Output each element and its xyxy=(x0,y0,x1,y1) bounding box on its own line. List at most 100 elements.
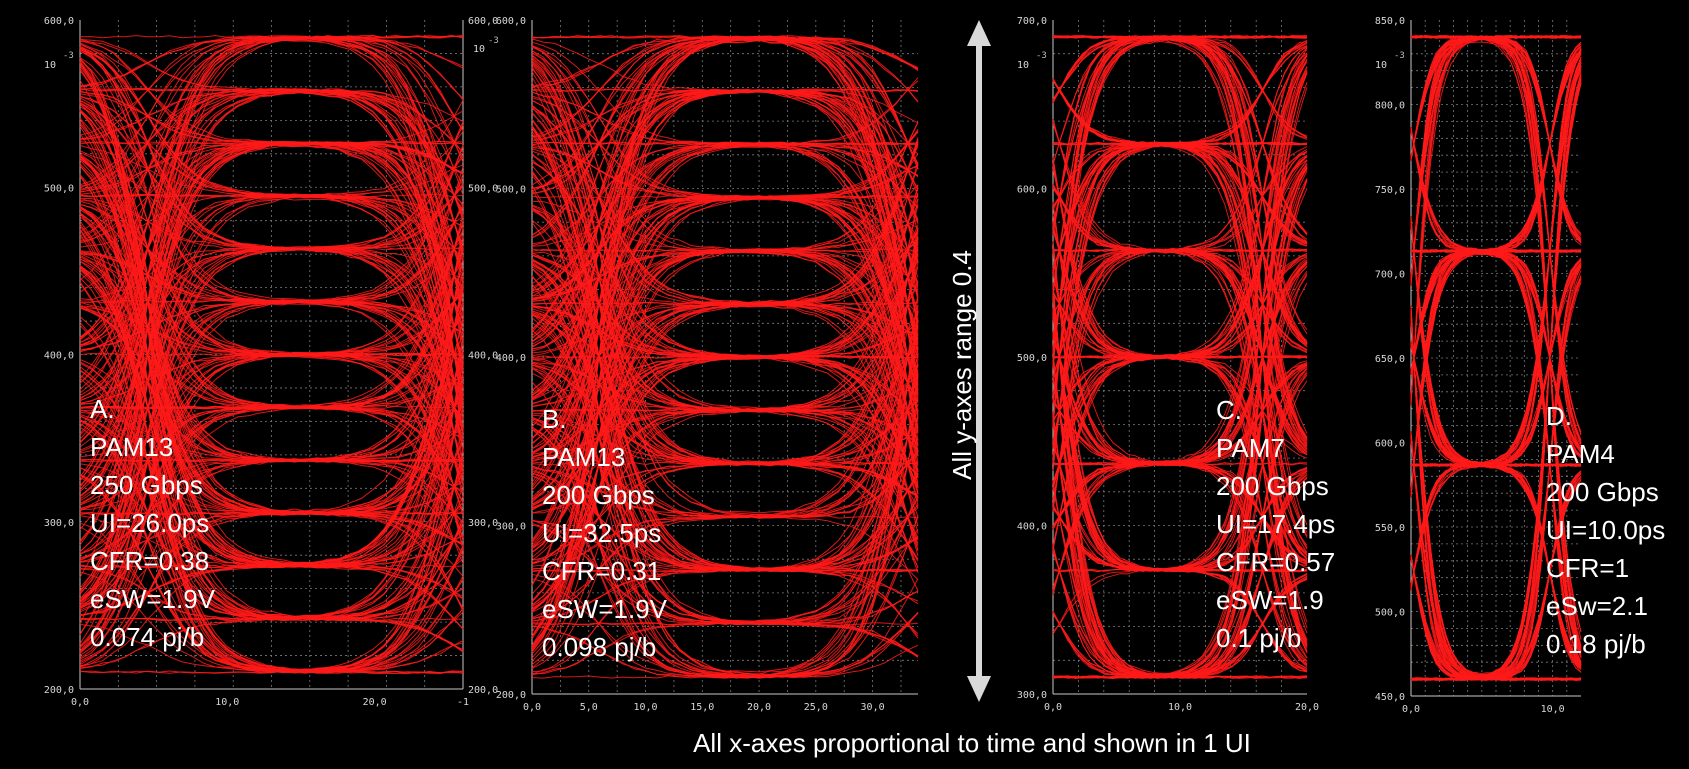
eye-trace xyxy=(1052,481,1308,677)
eye-trace xyxy=(531,36,919,396)
annotation-line-b: PAM13 xyxy=(542,442,625,472)
eye-trace xyxy=(531,462,919,670)
eye-panel-c: 300,0 400,0 500,0 600,0 700,0 0,0 10,0 20,0 10 -3… xyxy=(1017,16,1335,713)
eye-trace xyxy=(1052,61,1308,482)
eye-trace xyxy=(79,282,464,609)
eye-trace xyxy=(531,143,919,401)
y-tick-label-a: 300,0 xyxy=(44,518,74,529)
eye-trace xyxy=(531,408,919,572)
eye-trace xyxy=(1052,43,1308,145)
eye-trace xyxy=(1052,374,1308,679)
eye-trace xyxy=(1410,249,1582,374)
eye-trace xyxy=(531,35,919,263)
exp-base-d: 10 xyxy=(1375,60,1387,71)
eye-trace xyxy=(79,47,464,492)
y-tick-label-d: 650,0 xyxy=(1375,354,1405,365)
eye-trace xyxy=(79,422,464,620)
y-tick-label-d: 500,0 xyxy=(1375,608,1405,619)
eye-trace xyxy=(531,125,919,517)
y-tick-label-a: 600,0 xyxy=(44,16,74,27)
eye-trace xyxy=(1410,463,1582,588)
annotation-line-b: eSW=1.9V xyxy=(542,594,668,624)
eye-trace xyxy=(79,384,464,667)
eye-trace xyxy=(531,463,919,564)
y-tick-label-c: 300,0 xyxy=(1017,690,1047,701)
y-tick-label-d: 600,0 xyxy=(1375,439,1405,450)
eye-trace xyxy=(531,125,919,570)
eye-trace xyxy=(531,515,919,570)
annotation-line-c: CFR=0.57 xyxy=(1216,547,1335,577)
y-tick-label-b: 500,0 xyxy=(496,185,526,196)
eye-trace xyxy=(531,46,919,403)
eye-trace xyxy=(531,108,919,306)
x-axes-caption: All x-axes proportional to time and show… xyxy=(693,728,1251,758)
x-tick-label-b: 30,0 xyxy=(861,702,885,713)
eye-trace xyxy=(79,427,464,671)
exp-label-c: -3 xyxy=(1036,51,1047,61)
eye-trace xyxy=(1410,57,1582,466)
exp-base-right-a: 10 xyxy=(473,44,485,55)
eye-trace xyxy=(531,141,919,396)
eye-trace xyxy=(1410,249,1582,373)
x-tick-label-b: 20,0 xyxy=(747,702,771,713)
eye-trace xyxy=(79,89,464,394)
eye-trace xyxy=(79,206,464,612)
eye-trace xyxy=(79,95,464,288)
eye-traces-a xyxy=(79,34,464,675)
annotation-line-d: 200 Gbps xyxy=(1546,477,1659,507)
annotation-line-b: 0.098 pj/b xyxy=(542,632,656,662)
y-right-tick-label-a: 300,0 xyxy=(468,518,498,529)
eye-trace xyxy=(1052,167,1308,570)
eye-trace xyxy=(1052,142,1308,396)
eye-trace xyxy=(79,229,464,506)
annotation-line-d: PAM4 xyxy=(1546,439,1615,469)
x-tick-label-b: 25,0 xyxy=(804,702,828,713)
eye-trace xyxy=(531,296,919,517)
eye-trace xyxy=(1410,314,1582,681)
eye-trace xyxy=(531,35,919,190)
annotation-line-c: C. xyxy=(1216,395,1242,425)
eye-trace xyxy=(531,91,919,178)
eye-trace xyxy=(531,76,919,514)
eye-trace xyxy=(79,260,464,463)
y-tick-label-d: 800,0 xyxy=(1375,101,1405,112)
eye-trace xyxy=(79,279,464,669)
eye-trace xyxy=(531,375,919,565)
eye-panel-b: 200,0 300,0 400,0 500,0 600,0 0,0 5,0 10,0 15,0 2… xyxy=(496,16,919,713)
y-right-tick-label-a: 600,0 xyxy=(468,16,498,27)
eye-trace xyxy=(79,385,464,515)
eye-trace xyxy=(79,377,464,568)
annotation-line-d: 0.18 pj/b xyxy=(1546,629,1646,659)
eye-trace xyxy=(79,36,464,189)
eye-trace xyxy=(1052,361,1308,592)
eye-trace xyxy=(1052,248,1308,647)
eye-trace xyxy=(531,143,919,491)
eye-trace xyxy=(1052,261,1308,572)
eye-trace xyxy=(79,109,464,408)
annotation-line-c: 200 Gbps xyxy=(1216,471,1329,501)
eye-trace xyxy=(79,362,464,621)
eye-trace xyxy=(1052,146,1308,252)
eye-trace xyxy=(531,621,919,626)
eye-trace xyxy=(79,212,464,407)
eye-trace xyxy=(531,138,919,357)
eye-trace xyxy=(79,571,464,674)
eye-trace xyxy=(531,61,919,411)
eye-trace xyxy=(1052,40,1308,623)
eye-trace xyxy=(1410,56,1582,680)
y-tick-label-c: 700,0 xyxy=(1017,16,1047,27)
y-tick-label-b: 400,0 xyxy=(496,353,526,364)
eye-trace xyxy=(1052,35,1308,434)
x-end-label-a: -1 xyxy=(457,697,469,708)
eye-trace xyxy=(79,59,464,356)
exp-label-right-a: -3 xyxy=(488,36,499,46)
annotation-line-c: eSW=1.9 xyxy=(1216,585,1324,615)
eye-trace xyxy=(1052,470,1308,679)
eye-trace xyxy=(531,91,919,646)
eye-trace xyxy=(1410,131,1582,657)
annotation-line-d: UI=10.0ps xyxy=(1546,515,1665,545)
annotation-line-a: CFR=0.38 xyxy=(90,546,209,576)
eye-trace xyxy=(79,252,464,427)
eye-trace xyxy=(531,428,919,678)
